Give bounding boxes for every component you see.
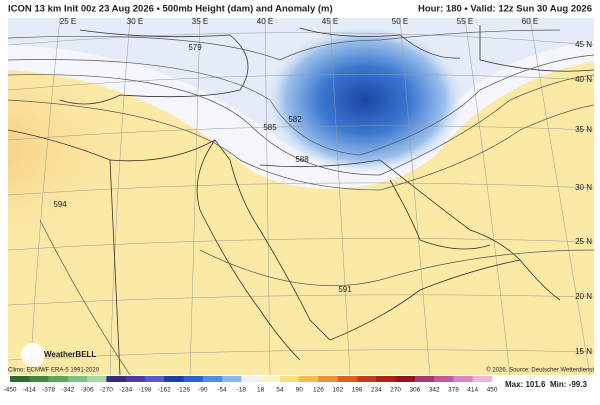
- colorbar-segment: [67, 376, 88, 382]
- colorbar-segment: [279, 376, 300, 382]
- longitude-label: 50 E: [392, 17, 408, 26]
- colorbar-segment: [87, 376, 107, 382]
- colorbar-label: 90: [296, 387, 304, 394]
- latitude-label: 20 N: [575, 292, 592, 301]
- colorbar-label: 306: [409, 387, 420, 394]
- longitude-label: 40 E: [257, 17, 273, 26]
- colorbar-segment: [183, 376, 204, 382]
- latitude-label: 45 N: [575, 40, 592, 49]
- colorbar-segment: [453, 376, 474, 382]
- colorbar-segment: [106, 376, 126, 382]
- colorbar-label: -18: [237, 387, 247, 394]
- latitude-label: 25 N: [575, 237, 592, 246]
- colorbar-segment: [241, 376, 261, 382]
- colorbar-segment: [144, 376, 165, 382]
- colorbar-segment: [48, 376, 69, 382]
- colorbar-segment: [395, 376, 416, 382]
- latitude-label: 35 N: [575, 125, 592, 134]
- colorbar-label: -414: [23, 387, 36, 394]
- header-title: ICON 13 km Init 00z 23 Aug 2026 • 500mb …: [8, 4, 333, 15]
- colorbar-label: -378: [42, 387, 55, 394]
- contour-label: 591: [338, 285, 352, 294]
- contour-label: 582: [288, 115, 302, 124]
- contour-label: 588: [295, 155, 309, 164]
- colorbar-segment: [318, 376, 339, 382]
- map: [8, 18, 594, 375]
- colorbar-segment: [376, 376, 396, 382]
- colorbar-label: -54: [217, 387, 227, 394]
- colorbar-label: 378: [448, 387, 459, 394]
- longitude-label: 30 E: [127, 17, 143, 26]
- latitude-label: 15 N: [575, 347, 592, 356]
- colorbar-segment: [434, 376, 454, 382]
- colorbar-segment: [10, 376, 30, 382]
- latitude-label: 30 N: [575, 183, 592, 192]
- colorbar-segment: [472, 376, 493, 382]
- colorbar-label: 450: [487, 387, 498, 394]
- contour-label: 594: [53, 200, 67, 209]
- colorbar-segment: [125, 376, 146, 382]
- longitude-label: 35 E: [192, 17, 208, 26]
- contour-label: 585: [263, 123, 277, 132]
- colorbar-segment: [202, 376, 223, 382]
- colorbar-label: -90: [198, 387, 208, 394]
- header-valid: Hour: 180 • Valid: 12z Sun 30 Aug 2026: [418, 4, 592, 15]
- colorbar-label: -450: [3, 387, 16, 394]
- colorbar-label: -270: [100, 387, 113, 394]
- colorbar-label: 18: [257, 387, 265, 394]
- colorbar-label: 126: [313, 387, 324, 394]
- colorbar-label: 198: [352, 387, 363, 394]
- colorbar-label: 234: [371, 387, 382, 394]
- colorbar-label: -198: [138, 387, 151, 394]
- colorbar-label: 54: [276, 387, 284, 394]
- longitude-label: 45 E: [322, 17, 338, 26]
- colorbar-segment: [29, 376, 49, 382]
- colorbar-segment: [222, 376, 242, 382]
- colorbar-segment: [299, 376, 319, 382]
- colorbar-segment: [260, 376, 281, 382]
- source-note: © 2026. Source: Deutscher Wetterdienst: [486, 367, 594, 374]
- colorbar-label: -126: [177, 387, 190, 394]
- colorbar-label: -306: [81, 387, 94, 394]
- colorbar-label: -162: [158, 387, 171, 394]
- longitude-label: 55 E: [457, 17, 473, 26]
- colorbar-segment: [357, 376, 377, 382]
- colorbar-label: -342: [61, 387, 74, 394]
- colorbar-segment: [414, 376, 435, 382]
- climo-note: Climo: ECMWF ERA-5 1991-2020: [8, 368, 100, 374]
- colorbar-segment: [164, 376, 184, 382]
- min-value: Min: -99.3: [550, 380, 587, 389]
- colorbar-label: -234: [119, 387, 132, 394]
- longitude-label: 25 E: [60, 17, 76, 26]
- contour-label: 579: [188, 43, 202, 52]
- colorbar-label: 162: [332, 387, 343, 394]
- latitude-label: 40 N: [575, 75, 592, 84]
- longitude-label: 60 E: [522, 17, 538, 26]
- colorbar-label: 414: [467, 387, 478, 394]
- colorbar-label: 270: [390, 387, 401, 394]
- colorbar-label: 342: [429, 387, 440, 394]
- max-value: Max: 101.6: [505, 380, 546, 389]
- colorbar-segment: [337, 376, 358, 382]
- logo: WeatherBELL: [44, 350, 96, 359]
